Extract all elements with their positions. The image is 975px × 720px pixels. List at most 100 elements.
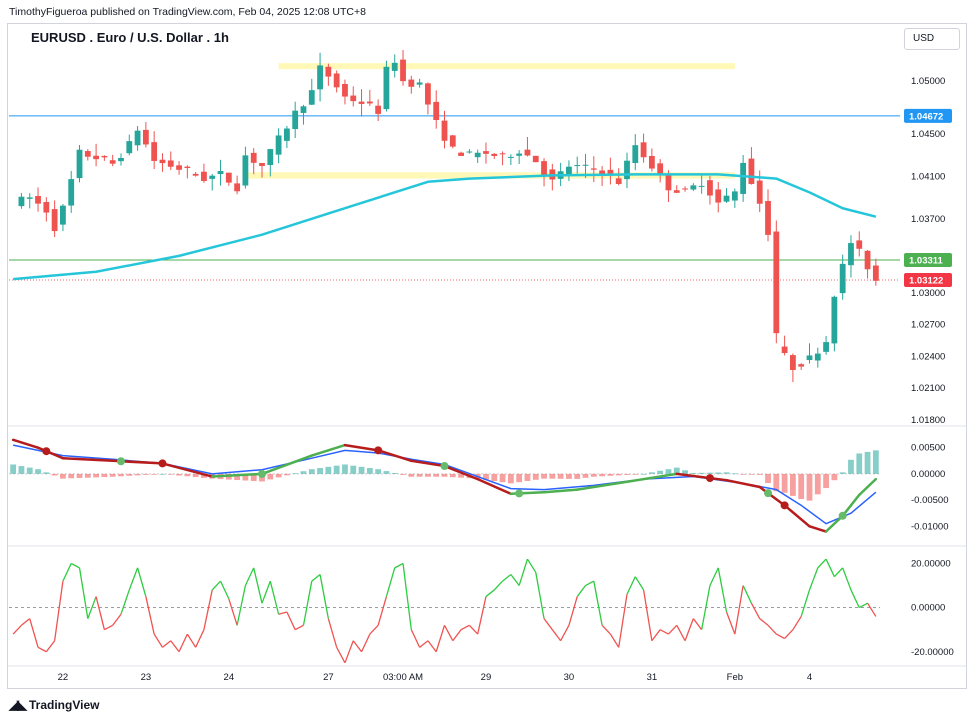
- oscillator-segment: [568, 596, 578, 626]
- candle-body: [748, 158, 755, 184]
- macd-histogram-bar: [557, 473, 564, 479]
- macd-histogram-bar: [10, 464, 17, 474]
- oscillator-segment: [186, 633, 197, 648]
- oscillator-segment: [750, 602, 761, 619]
- price-axis-label: 1.03000: [911, 288, 945, 299]
- candle-body: [217, 171, 224, 175]
- macd-histogram-bar: [391, 472, 398, 474]
- symbol-title[interactable]: EURUSD . Euro / U.S. Dollar . 1h: [31, 30, 229, 45]
- oscillator-segment: [211, 580, 222, 591]
- oscillator-segment: [286, 611, 296, 630]
- currency-selector-button[interactable]: USD: [904, 28, 960, 50]
- oscillator-segment: [601, 624, 611, 635]
- macd-line-segment: [808, 525, 828, 533]
- macd-histogram-bar: [159, 473, 166, 475]
- macd-histogram-bar: [433, 473, 440, 477]
- oscillator-segment: [618, 594, 628, 648]
- macd-histogram-bar: [698, 472, 705, 474]
- oscillator-segment: [21, 618, 31, 626]
- oscillator-segment: [402, 563, 412, 630]
- macd-histogram-bar: [682, 470, 688, 474]
- macd-histogram-bar: [234, 473, 241, 481]
- macd-histogram-bar: [806, 473, 813, 501]
- oscillator-segment: [45, 640, 56, 653]
- oscillator-segment: [302, 580, 313, 626]
- oscillator-segment: [369, 624, 379, 635]
- candle-body: [151, 142, 158, 161]
- macd-histogram-bar: [292, 473, 299, 475]
- oscillator-segment: [178, 633, 188, 653]
- macd-cross-marker: [42, 447, 51, 456]
- macd-histogram-bar: [624, 473, 630, 475]
- oscillator-segment: [410, 629, 421, 648]
- time-axis-label: 24: [224, 672, 235, 683]
- time-axis-label: 23: [141, 672, 152, 683]
- oscillator-segment: [493, 580, 504, 591]
- macd-histogram-bar: [283, 473, 290, 476]
- candle-body: [441, 120, 448, 141]
- macd-histogram-bar: [408, 473, 415, 477]
- oscillator-segment: [709, 567, 719, 586]
- oscillator-segment: [742, 585, 753, 604]
- macd-histogram-bar: [823, 473, 829, 489]
- oscillator-segment: [576, 585, 587, 597]
- candle-body: [856, 240, 863, 249]
- oscillator-segment: [535, 572, 545, 619]
- candle-body: [872, 265, 879, 281]
- candle-body: [225, 172, 232, 183]
- oscillator-segment: [850, 589, 860, 608]
- oscillator-segment: [734, 585, 744, 635]
- oscillator-segment: [120, 589, 130, 615]
- candle-body: [864, 250, 871, 270]
- macd-cross-marker: [780, 501, 789, 510]
- oscillator-segment: [651, 629, 661, 642]
- macd-histogram-bar: [51, 473, 58, 476]
- oscillator-segment: [95, 596, 106, 630]
- macd-histogram-bar: [574, 473, 581, 479]
- oscillator-segment: [593, 580, 603, 626]
- candle-body: [51, 209, 58, 232]
- macd-cross-marker: [116, 457, 125, 466]
- oscillator-segment: [634, 576, 645, 591]
- macd-histogram-bar: [864, 451, 871, 474]
- candle-body: [698, 185, 705, 187]
- candle-body: [574, 165, 581, 167]
- oscillator-segment: [684, 618, 694, 641]
- macd-histogram-bar: [425, 473, 431, 477]
- macd-line-segment: [625, 472, 679, 484]
- tradingview-logo[interactable]: ◢◣ TradingView: [9, 697, 99, 713]
- oscillator-segment: [833, 567, 844, 578]
- oscillator-segment: [609, 633, 620, 648]
- candle-body: [118, 158, 124, 162]
- candle-body: [416, 82, 423, 85]
- candle-body: [192, 173, 199, 176]
- oscillator-segment: [78, 567, 89, 619]
- candle-body: [201, 171, 207, 181]
- candle-body: [400, 59, 406, 82]
- oscillator-segment: [626, 576, 636, 595]
- candle-body: [275, 135, 282, 155]
- macd-line-segment: [61, 456, 114, 463]
- macd-histogram-bar: [118, 473, 124, 477]
- candle-body: [68, 179, 75, 206]
- oscillator-segment: [784, 629, 794, 639]
- macd-histogram-bar: [657, 470, 664, 474]
- macd-histogram-bar: [507, 473, 514, 484]
- price-axis-label: 1.02100: [911, 383, 945, 394]
- candle-body: [806, 355, 813, 361]
- oscillator-segment: [692, 618, 703, 631]
- macd-histogram-bar: [317, 468, 323, 474]
- macd-line-segment: [858, 477, 878, 497]
- macd-histogram-bar: [109, 473, 116, 477]
- candle-body: [292, 110, 299, 130]
- macd-histogram-bar: [549, 473, 556, 479]
- oscillator-segment: [676, 624, 686, 642]
- macd-cross-marker: [158, 459, 167, 468]
- macd-histogram-bar: [781, 473, 788, 493]
- oscillator-segment: [360, 633, 371, 653]
- oscillator-segment: [327, 618, 338, 648]
- oscillator-segment: [502, 573, 512, 582]
- candle-body: [499, 153, 506, 155]
- oscillator-segment: [510, 574, 520, 586]
